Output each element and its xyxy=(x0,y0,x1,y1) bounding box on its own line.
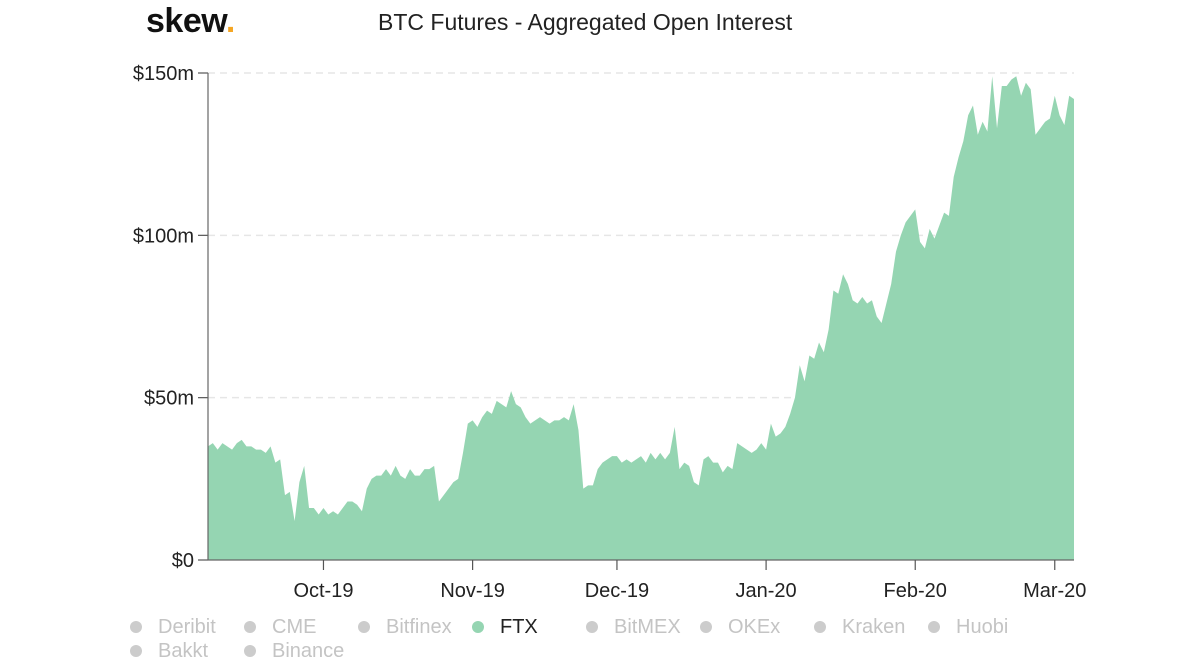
legend-label: FTX xyxy=(500,615,538,638)
x-tick-label: Jan-20 xyxy=(736,580,797,602)
x-tick-label: Oct-19 xyxy=(293,580,353,602)
x-tick-label: Mar-20 xyxy=(1023,580,1086,602)
legend-item-binance[interactable]: Binance xyxy=(244,638,344,664)
legend-dot-icon xyxy=(928,621,940,633)
y-tick-label: $0 xyxy=(172,550,194,572)
legend-dot-icon xyxy=(814,621,826,633)
legend-item-kraken[interactable]: Kraken xyxy=(814,614,905,640)
legend-item-bakkt[interactable]: Bakkt xyxy=(130,638,208,664)
legend-dot-icon xyxy=(700,621,712,633)
legend-label: Bakkt xyxy=(158,639,209,662)
legend-label: CME xyxy=(272,615,317,638)
legend-item-bitmex[interactable]: BitMEX xyxy=(586,614,681,640)
x-tick-label: Dec-19 xyxy=(585,580,649,602)
skew-logo: skew. xyxy=(146,2,235,41)
legend-item-cme[interactable]: CME xyxy=(244,614,316,640)
series-area-layer xyxy=(208,76,1074,560)
logo-dot: . xyxy=(225,2,235,40)
axes xyxy=(198,72,1074,570)
legend-dot-icon xyxy=(130,645,142,657)
legend-label: Huobi xyxy=(956,615,1009,638)
legend-label: Deribit xyxy=(158,615,216,638)
series-area-ftx xyxy=(208,76,1074,560)
y-tick-label: $150m xyxy=(133,63,194,85)
legend-label: OKEx xyxy=(728,615,781,638)
x-tick-label: Feb-20 xyxy=(884,580,947,602)
legend-item-huobi[interactable]: Huobi xyxy=(928,614,1008,640)
tick-labels: $0 $50m $100m $150m Oct-19 Nov-19 Dec-19 Jan-20… xyxy=(133,63,1087,602)
y-tick-label: $50m xyxy=(144,388,194,410)
legend-dot-icon xyxy=(358,621,370,633)
x-tick-label: Nov-19 xyxy=(440,580,504,602)
legend-label: BitMEX xyxy=(614,615,681,638)
legend-dot-icon xyxy=(472,621,484,633)
legend-dot-icon xyxy=(130,621,142,633)
legend-item-deribit[interactable]: Deribit xyxy=(130,614,216,640)
legend-label: Kraken xyxy=(842,615,906,638)
legend-label: Binance xyxy=(272,639,345,662)
legend-item-ftx[interactable]: FTX xyxy=(472,614,538,640)
open-interest-chart: $0 $50m $100m $150m Oct-19 Nov-19 Dec-19 Jan-20… xyxy=(133,63,1087,602)
legend-dot-icon xyxy=(244,621,256,633)
legend-item-bitfinex[interactable]: Bitfinex xyxy=(358,614,452,640)
legend-dot-icon xyxy=(586,621,598,633)
legend-dot-icon xyxy=(244,645,256,657)
chart-title: BTC Futures - Aggregated Open Interest xyxy=(378,9,793,35)
logo-text: skew xyxy=(146,2,226,40)
y-tick-label: $100m xyxy=(133,225,194,247)
legend-label: Bitfinex xyxy=(386,615,452,638)
legend-item-okex[interactable]: OKEx xyxy=(700,614,780,640)
